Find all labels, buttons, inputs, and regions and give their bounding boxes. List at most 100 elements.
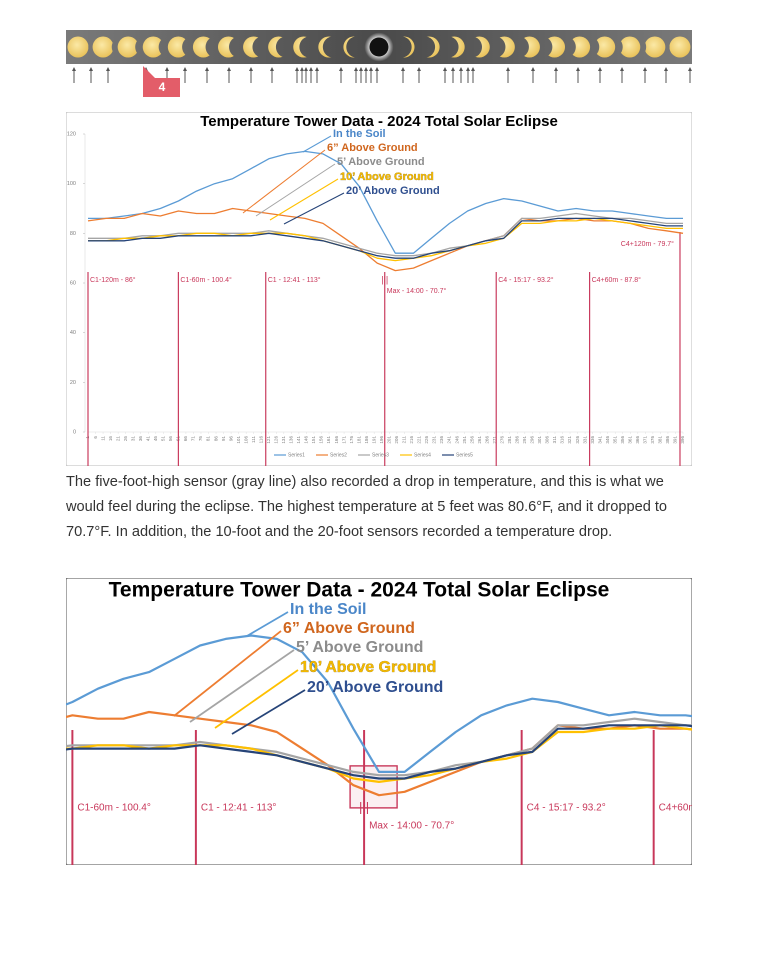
- arrow-head: [620, 67, 624, 71]
- x-tick-label: 351: [612, 436, 617, 444]
- arrow-head: [89, 67, 93, 71]
- x-tick-label: 46: [153, 436, 158, 442]
- sun-phase: [117, 36, 139, 58]
- x-tick-label: 6: [93, 436, 98, 439]
- badge-number: 4: [159, 80, 166, 94]
- badge: 4: [143, 66, 180, 97]
- x-tick-label: 116: [258, 436, 263, 444]
- x-tick-label: 41: [145, 436, 150, 442]
- arrow-head: [466, 67, 470, 71]
- y-tick-label: 20: [70, 380, 76, 386]
- arrow-head: [165, 67, 169, 71]
- x-tick-label: 341: [597, 436, 602, 444]
- x-tick-label: 26: [123, 436, 128, 442]
- y-tick-label: 0: [73, 429, 76, 435]
- event-label: C4 - 15:17 - 93.2°: [527, 803, 606, 814]
- sun-phase: [268, 36, 290, 58]
- x-tick-label: 326: [575, 436, 580, 444]
- arrow-head: [576, 67, 580, 71]
- x-tick-label: 51: [161, 436, 166, 442]
- sun-phase: [393, 36, 415, 58]
- sun-phase: [318, 36, 340, 58]
- series-line: [88, 150, 683, 254]
- series-line: [88, 212, 683, 257]
- x-tick-label: 256: [469, 436, 474, 444]
- x-tick-label: 381: [658, 436, 663, 444]
- x-tick-label: 221: [417, 436, 422, 444]
- x-tick-label: 31: [130, 436, 135, 442]
- event-label: C1-60m - 100.4°: [77, 803, 150, 814]
- arrow-head: [227, 67, 231, 71]
- x-tick-label: 361: [627, 436, 632, 444]
- series-label: In the Soil: [333, 128, 386, 140]
- event-label: C4+60m - 87.8°: [592, 276, 641, 284]
- label-leader: [283, 192, 345, 225]
- x-tick-label: 301: [537, 436, 542, 444]
- x-tick-label: 191: [371, 436, 376, 444]
- series-label: 6” Above Ground: [283, 620, 415, 637]
- arrow-head: [369, 67, 373, 71]
- label-leader: [269, 178, 339, 221]
- sun-phase: [443, 36, 465, 58]
- arrow-head: [106, 67, 110, 71]
- event-label: Max - 14:00 - 70.7°: [369, 821, 454, 832]
- x-tick-label: 321: [567, 436, 572, 444]
- eclipse-strip: [66, 30, 692, 64]
- paragraph: The five-foot-high sensor (gray line) al…: [66, 474, 668, 540]
- totality: [369, 37, 389, 57]
- x-tick-label: 86: [213, 436, 218, 442]
- arrow-head: [664, 67, 668, 71]
- legend-label: Series3: [372, 452, 389, 458]
- x-tick-label: 241: [447, 436, 452, 444]
- legend-label: Series1: [288, 452, 305, 458]
- arrow-head: [183, 67, 187, 71]
- arrow-head: [304, 67, 308, 71]
- x-tick-label: 306: [545, 436, 550, 444]
- sun-phase: [544, 36, 566, 58]
- event-label: C4 - 15:17 - 93.2°: [498, 276, 554, 284]
- x-tick-label: 146: [304, 436, 309, 444]
- x-tick-label: 246: [454, 436, 459, 444]
- chart-frame: [66, 578, 692, 865]
- arrow-head: [451, 67, 455, 71]
- sun-phase: [243, 36, 265, 58]
- arrow-head: [315, 67, 319, 71]
- arrow-head: [688, 67, 692, 71]
- sun-phase: [92, 36, 114, 58]
- arrow-head: [295, 67, 299, 71]
- arrow-head: [531, 67, 535, 71]
- x-tick-label: 261: [477, 436, 482, 444]
- x-tick-label: 201: [386, 436, 391, 444]
- x-tick-label: 336: [590, 436, 595, 444]
- arrow-head: [471, 67, 475, 71]
- arrow-head: [401, 67, 405, 71]
- x-tick-label: 316: [560, 436, 565, 444]
- arrow-head: [339, 67, 343, 71]
- event-label: C1-120m - 86°: [90, 276, 136, 284]
- y-tick-label: 120: [67, 131, 76, 137]
- y-tick-label: 80: [70, 231, 76, 237]
- arrow-head: [270, 67, 274, 71]
- arrow-head: [643, 67, 647, 71]
- x-tick-label: 106: [243, 436, 248, 444]
- x-tick-label: 76: [198, 436, 203, 442]
- time-arrows: [72, 67, 692, 83]
- sun-phase: [619, 36, 641, 58]
- event-label: C4+120m - 79.7°: [699, 757, 768, 768]
- series-label: 5’ Above Ground: [337, 156, 425, 168]
- event-label: Max - 14:00 - 70.7°: [387, 287, 447, 295]
- x-tick-label: 141: [296, 436, 301, 444]
- x-tick-label: 331: [582, 436, 587, 444]
- y-tick-label: 100: [67, 181, 76, 187]
- sun-phase: [167, 36, 189, 58]
- x-tick-label: 266: [484, 436, 489, 444]
- chart-title: Temperature Tower Data - 2024 Total Sola…: [109, 579, 610, 602]
- chart-frame: [66, 112, 692, 466]
- series-label: 20’ Above Ground: [346, 185, 440, 197]
- x-tick-label: 126: [274, 436, 279, 444]
- label-leader: [231, 689, 306, 735]
- event-label: C1 - 12:41 - 113°: [201, 803, 277, 814]
- event-label: C1 - 12:41 - 113°: [268, 276, 321, 284]
- x-tick-label: 296: [530, 436, 535, 444]
